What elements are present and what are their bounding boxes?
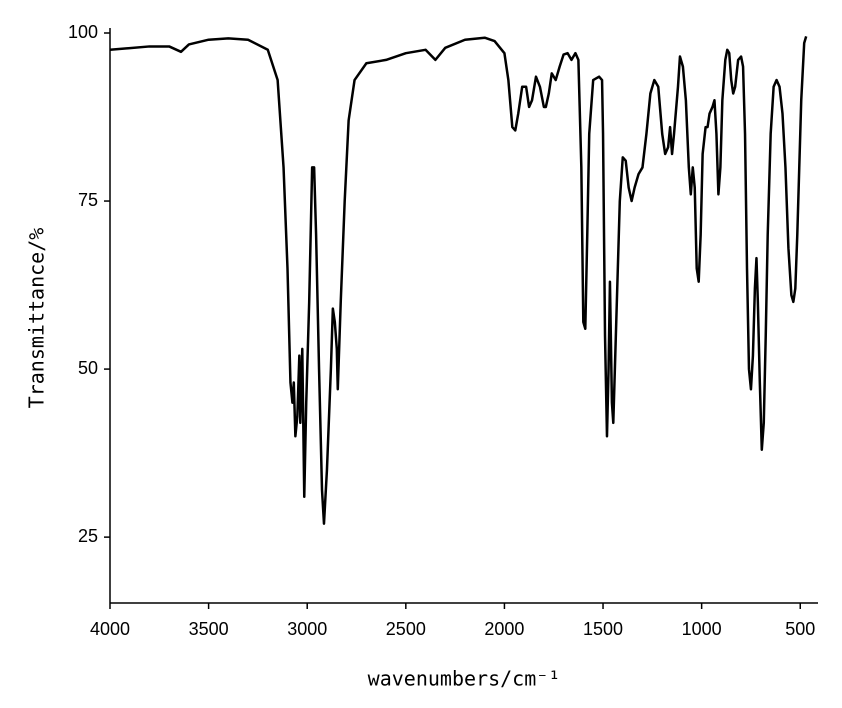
x-tick-label: 500 bbox=[785, 619, 815, 639]
y-tick-label: 25 bbox=[78, 526, 98, 546]
spectrum-line bbox=[109, 36, 808, 525]
x-tick-label: 4000 bbox=[90, 619, 130, 639]
x-tick-label: 3500 bbox=[189, 619, 229, 639]
x-tick-label: 1000 bbox=[682, 619, 722, 639]
x-axis-label: wavenumbers/cm⁻¹ bbox=[368, 667, 561, 691]
y-tick-label: 50 bbox=[78, 358, 98, 378]
y-tick-label: 75 bbox=[78, 190, 98, 210]
y-tick-label: 100 bbox=[68, 22, 98, 42]
x-tick-label: 2000 bbox=[484, 619, 524, 639]
y-axis-label: Transmittance/% bbox=[25, 228, 49, 409]
x-tick-label: 3000 bbox=[287, 619, 327, 639]
x-tick-label: 1500 bbox=[583, 619, 623, 639]
x-tick-label: 2500 bbox=[386, 619, 426, 639]
